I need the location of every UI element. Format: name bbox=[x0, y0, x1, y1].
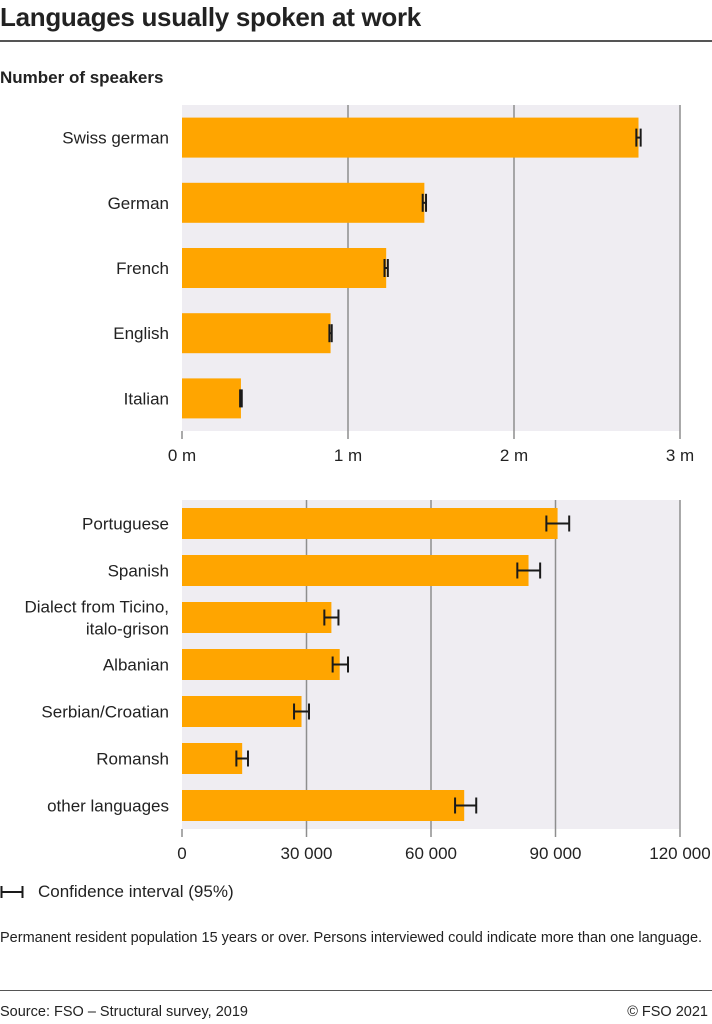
category-label-english: English bbox=[113, 324, 169, 343]
x-tick-label: 90 000 bbox=[530, 844, 582, 863]
x-tick-label: 0 bbox=[177, 844, 186, 863]
category-label-portuguese: Portuguese bbox=[82, 515, 169, 534]
x-tick-label: 30 000 bbox=[281, 844, 333, 863]
bar-german bbox=[182, 182, 425, 223]
category-label-other-languages: other languages bbox=[47, 797, 169, 816]
bar-portuguese bbox=[182, 508, 558, 539]
x-tick-label: 1 m bbox=[334, 446, 362, 465]
bar-albanian bbox=[182, 649, 340, 680]
x-tick-label: 3 m bbox=[666, 446, 694, 465]
category-label-serbian-croatian: Serbian/Croatian bbox=[41, 703, 169, 722]
error-bar-other-languages bbox=[454, 797, 478, 814]
bar-dialect-from-ticino-italo-grison bbox=[182, 602, 332, 633]
bar-swiss-german bbox=[182, 117, 639, 158]
error-bar-portuguese bbox=[545, 515, 571, 532]
bar-spanish bbox=[182, 555, 529, 586]
title-divider bbox=[0, 40, 712, 42]
bar-romansh bbox=[182, 743, 243, 774]
confidence-interval-icon bbox=[0, 886, 24, 898]
error-bar-french bbox=[383, 259, 389, 277]
bar-chart-other-languages: 0 30 000 60 000 90 000 120 000 Portuguese Span… bbox=[24, 500, 711, 863]
category-label-spanish: Spanish bbox=[108, 562, 169, 581]
error-bar-english bbox=[328, 324, 333, 343]
x-tick-label: 0 m bbox=[168, 446, 196, 465]
footnote: Permanent resident population 15 years o… bbox=[0, 930, 703, 946]
category-label-dialect-from-ticino-italo-grison: Dialect from Ticino, italo-grison bbox=[24, 598, 169, 639]
chart-subtitle: Number of speakers bbox=[0, 68, 164, 87]
category-label-italian: Italian bbox=[124, 389, 169, 408]
legend: Confidence interval (95%) bbox=[0, 880, 234, 904]
bar-french bbox=[182, 248, 387, 288]
source-text: Source: FSO – Structural survey, 2019 bbox=[0, 1004, 248, 1020]
error-bar-dialect-from-ticino-italo-grison bbox=[323, 609, 340, 626]
chart-title: Languages usually spoken at work bbox=[0, 2, 421, 32]
bar-serbian-croatian bbox=[182, 696, 302, 727]
bar-english bbox=[182, 313, 331, 354]
footer-divider bbox=[0, 990, 712, 991]
category-label-german: German bbox=[108, 194, 169, 213]
bar-chart-main-languages: 0 m 1 m 2 m 3 m Swiss german German French Engl… bbox=[62, 105, 694, 465]
x-tick-label: 2 m bbox=[500, 446, 528, 465]
category-label-romansh: Romansh bbox=[96, 750, 169, 769]
error-bar-german bbox=[421, 193, 428, 212]
error-bar-italian bbox=[239, 389, 243, 408]
category-label-swiss-german: Swiss german bbox=[62, 129, 169, 148]
error-bar-albanian bbox=[331, 656, 349, 673]
error-bar-spanish bbox=[516, 562, 542, 579]
error-bar-romansh bbox=[235, 750, 249, 767]
legend-label: Confidence interval (95%) bbox=[38, 882, 234, 901]
error-bar-serbian-croatian bbox=[293, 703, 310, 720]
category-label-french: French bbox=[116, 259, 169, 278]
bar-other-languages bbox=[182, 790, 465, 821]
bar-italian bbox=[182, 378, 241, 419]
error-bar-swiss-german bbox=[635, 128, 642, 147]
copyright-text: © FSO 2021 bbox=[627, 1004, 708, 1020]
category-label-albanian: Albanian bbox=[103, 656, 169, 675]
x-tick-label: 60 000 bbox=[405, 844, 457, 863]
x-tick-label: 120 000 bbox=[649, 844, 710, 863]
